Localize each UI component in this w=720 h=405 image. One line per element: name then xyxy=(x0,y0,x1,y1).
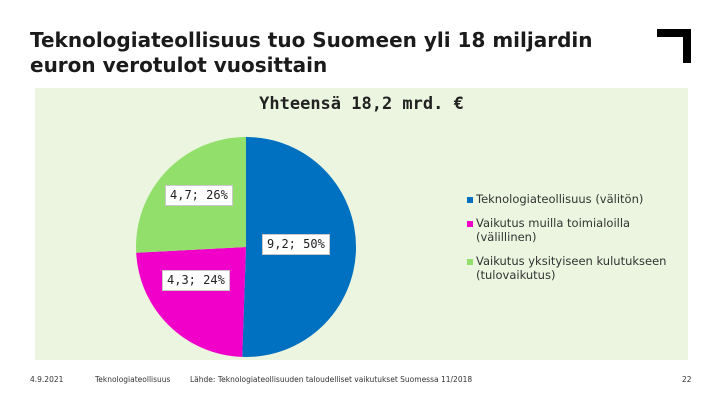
legend-item-induced: Vaikutus yksityiseen kulutukseen (tulova… xyxy=(467,254,687,282)
legend-item-direct: Teknologiateollisuus (välitön) xyxy=(467,192,687,206)
legend-label: Vaikutus muilla toimialoilla (välillinen… xyxy=(476,216,631,244)
footer-org: Teknologiateollisuus xyxy=(95,375,171,384)
footer-source: Lähde: Teknologiateollisuuden taloudelli… xyxy=(190,375,473,384)
footer-page-number: 22 xyxy=(682,375,692,384)
chart-area: Yhteensä 18,2 mrd. € 9,2; 50% 4,3; 24% 4… xyxy=(35,88,688,360)
pie-slice-indirect xyxy=(136,247,246,357)
data-label-indirect: 4,3; 24% xyxy=(162,270,230,291)
legend-swatch xyxy=(467,259,473,265)
legend: Teknologiateollisuus (välitön) Vaikutus … xyxy=(467,192,687,292)
data-label-direct: 9,2; 50% xyxy=(262,234,330,255)
chart-title: Yhteensä 18,2 mrd. € xyxy=(259,94,464,114)
legend-label: Vaikutus yksityiseen kulutukseen (tulova… xyxy=(476,254,667,282)
legend-swatch xyxy=(467,221,473,227)
footer-date: 4.9.2021 xyxy=(30,375,64,384)
legend-item-indirect: Vaikutus muilla toimialoilla (välillinen… xyxy=(467,216,687,244)
legend-swatch xyxy=(467,197,473,203)
data-label-induced: 4,7; 26% xyxy=(165,185,233,206)
slide-title: Teknologiateollisuus tuo Suomeen yli 18 … xyxy=(30,28,593,77)
logo-icon xyxy=(657,29,691,63)
legend-label: Teknologiateollisuus (välitön) xyxy=(476,192,644,206)
